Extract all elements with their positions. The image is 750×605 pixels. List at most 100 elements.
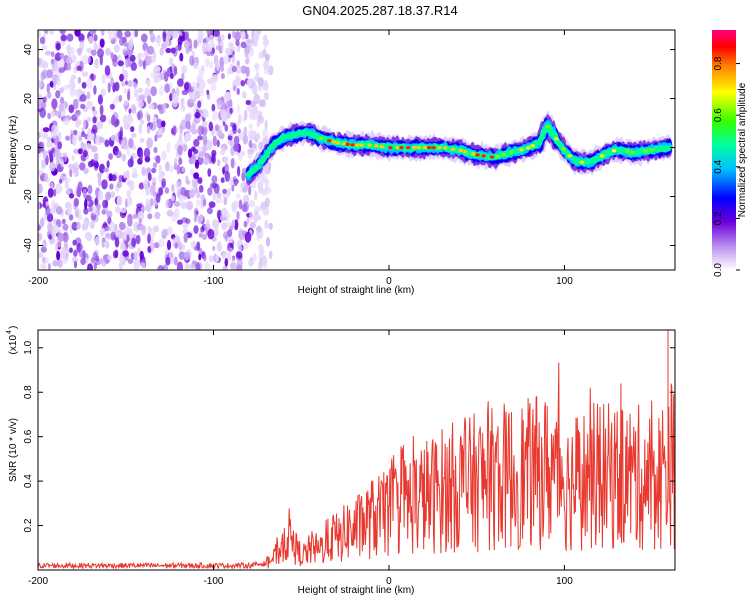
heatmap-cell: [93, 262, 98, 270]
heatmap-cell: [133, 82, 138, 89]
heatmap-cell: [176, 181, 182, 193]
heatmap-cell: [73, 148, 79, 155]
heatmap-cell: [162, 31, 167, 43]
heatmap-cell: [61, 218, 66, 225]
heatmap-cell: [104, 191, 112, 201]
heatmap-cell: [71, 134, 77, 145]
heatmap-cell: [59, 58, 65, 69]
heatmap-cell: [205, 57, 210, 68]
heatmap-cell: [190, 168, 194, 176]
heatmap-cell: [212, 135, 217, 147]
heatmap-cell: [74, 30, 81, 37]
heatmap-cell: [116, 180, 122, 189]
heatmap-cell: [257, 77, 265, 87]
heatmap-cell: [170, 195, 175, 202]
heatmap-cell: [234, 219, 239, 231]
heatmap-cell: [227, 33, 231, 40]
heatmap-cell: [74, 88, 81, 98]
heatmap-cell: [236, 121, 240, 132]
heatmap-cell: [66, 204, 73, 215]
heatmap-cell: [38, 143, 42, 154]
heatmap-cell: [156, 118, 163, 129]
heatmap-cell: [138, 59, 144, 67]
heatmap-cell: [113, 44, 120, 53]
spectrogram-heatmap: [38, 30, 673, 270]
heatmap-cell: [57, 141, 62, 150]
heatmap-cell: [212, 110, 219, 122]
heatmap-cell: [139, 119, 145, 125]
heatmap-cell: [406, 146, 411, 150]
heatmap-cell: [100, 30, 105, 37]
heatmap-cell: [149, 121, 157, 132]
heatmap-cell: [68, 104, 75, 114]
heatmap-cell: [143, 183, 148, 190]
heatmap-cell: [233, 143, 239, 152]
y-tick-label: 20: [23, 93, 34, 105]
heatmap-cell: [93, 34, 98, 42]
heatmap-cell: [238, 113, 242, 125]
heatmap-cell: [127, 218, 133, 227]
heatmap-cell: [83, 143, 87, 151]
heatmap-cell: [220, 73, 225, 80]
heatmap-cell: [127, 158, 134, 168]
colorbar: 0.0 0.2 0.4 0.6 0.8 Normalized spectral ampl…: [712, 30, 748, 277]
heatmap-cell: [105, 47, 111, 56]
heatmap-cell: [101, 179, 108, 190]
heatmap-cell: [118, 174, 123, 183]
heatmap-cell: [124, 80, 129, 86]
heatmap-cell: [211, 103, 216, 112]
heatmap-cell: [110, 51, 114, 59]
heatmap-cell: [558, 143, 564, 148]
heatmap-cell: [177, 78, 184, 87]
heatmap-cell: [131, 106, 137, 115]
snr-y-multiplier-close: ): [8, 326, 19, 329]
heatmap-cell: [177, 144, 183, 156]
heatmap-cell: [223, 156, 229, 164]
heatmap-cell: [265, 150, 271, 156]
heatmap-cell: [204, 223, 211, 231]
heatmap-cell: [61, 246, 67, 258]
heatmap-cell: [564, 150, 571, 155]
heatmap-cell: [93, 160, 99, 171]
heatmap-cell: [200, 194, 205, 201]
x-tick-label: 100: [556, 276, 573, 287]
heatmap-cell: [122, 250, 129, 257]
heatmap-cell: [38, 57, 42, 67]
heatmap-cell: [161, 228, 169, 236]
heatmap-cell: [201, 233, 207, 241]
heatmap-cell: [147, 55, 152, 65]
heatmap-cell: [198, 185, 204, 193]
heatmap-cell: [82, 188, 87, 199]
heatmap-cell: [501, 153, 506, 157]
snr-series-line: [38, 330, 675, 570]
heatmap-cell: [258, 141, 263, 150]
heatmap-cell: [44, 257, 49, 264]
heatmap-cell: [41, 60, 49, 69]
heatmap-cell: [215, 197, 223, 204]
heatmap-cell: [227, 243, 231, 251]
heatmap-cell: [103, 221, 108, 228]
heatmap-cell: [114, 206, 121, 214]
snr-x-ticks: -200 -100 0 100: [28, 330, 573, 587]
heatmap-cell: [102, 237, 106, 243]
heatmap-cell: [150, 86, 158, 97]
x-tick-label: -100: [203, 576, 223, 587]
heatmap-cell: [55, 90, 61, 99]
heatmap-cell: [318, 136, 323, 140]
heatmap-cell: [224, 170, 230, 182]
heatmap-cell: [263, 60, 270, 71]
heatmap-cell: [240, 182, 245, 189]
heatmap-cell: [367, 143, 372, 147]
heatmap-cell: [242, 201, 249, 213]
heatmap-cell: [52, 260, 59, 267]
heatmap-cell: [164, 161, 170, 172]
heatmap-cell: [87, 263, 93, 270]
heatmap-cell: [126, 189, 131, 198]
snr-panel: -200 -100 0 100 0.2 0.4 0.6 0.8 1.0 Height of s…: [6, 326, 676, 596]
heatmap-cell: [173, 201, 181, 207]
heatmap-cell: [246, 78, 253, 87]
heatmap-cell: [165, 199, 171, 209]
snr-frame: [37, 329, 676, 571]
heatmap-cell: [76, 243, 83, 251]
